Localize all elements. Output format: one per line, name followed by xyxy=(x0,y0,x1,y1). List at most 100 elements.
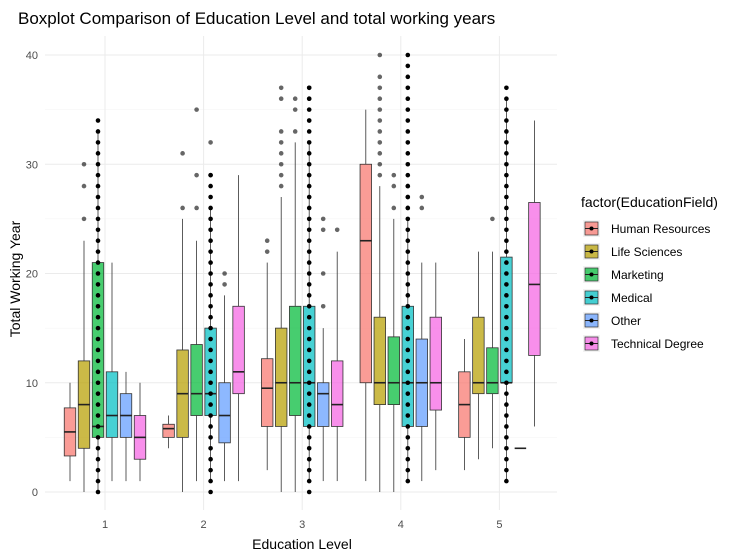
dense-point xyxy=(95,129,101,134)
dense-point xyxy=(95,369,101,375)
dense-point xyxy=(504,413,509,418)
dense-point xyxy=(306,380,312,386)
dense-point xyxy=(504,129,509,134)
dense-point xyxy=(95,282,101,287)
dense-point xyxy=(208,446,213,451)
box-body xyxy=(528,202,541,356)
dense-point xyxy=(208,413,213,418)
dense-point xyxy=(306,336,312,342)
box-body xyxy=(275,327,288,427)
dense-point xyxy=(95,413,101,418)
outlier-point xyxy=(391,183,397,189)
dense-point xyxy=(208,325,213,331)
dense-point xyxy=(95,358,101,364)
outlier-point xyxy=(391,205,397,211)
box-life-sciences-5 xyxy=(472,251,485,460)
dense-point xyxy=(405,402,411,407)
dense-point xyxy=(405,391,411,396)
outlier-point xyxy=(490,216,495,222)
outlier-point xyxy=(320,216,326,222)
box-human-resources-5 xyxy=(458,339,471,471)
outlier-point xyxy=(377,140,383,145)
dense-point xyxy=(405,260,411,265)
dense-point xyxy=(208,358,213,364)
dense-point xyxy=(504,161,509,167)
dense-point xyxy=(405,52,411,58)
dense-point xyxy=(95,380,101,386)
box-other-1 xyxy=(119,371,133,482)
dense-point xyxy=(405,336,411,342)
dense-point xyxy=(504,446,509,451)
outlier-point xyxy=(320,303,326,309)
dense-point xyxy=(405,85,411,91)
dense-point xyxy=(405,74,411,80)
outlier-point xyxy=(194,172,199,178)
dense-point xyxy=(306,85,312,91)
dense-point xyxy=(306,347,312,353)
box-human-resources-1 xyxy=(63,382,77,482)
box-human-resources-2 xyxy=(162,415,175,449)
y-tick-label: 40 xyxy=(26,50,38,62)
dense-point xyxy=(306,435,312,440)
dense-point xyxy=(208,249,213,254)
dense-point xyxy=(504,369,509,375)
outlier-point xyxy=(208,140,213,145)
dense-point xyxy=(405,303,411,309)
dense-point xyxy=(95,456,101,462)
dense-point xyxy=(405,314,411,320)
dense-point xyxy=(95,118,101,123)
outlier-point xyxy=(264,249,270,254)
x-tick-label: 2 xyxy=(201,519,207,531)
outlier-point xyxy=(81,161,87,167)
dense-point xyxy=(306,161,312,167)
dense-point xyxy=(208,424,213,429)
dense-point xyxy=(405,118,411,123)
dense-point xyxy=(504,336,509,342)
box-marketing-4 xyxy=(387,218,400,492)
dense-point xyxy=(95,151,101,156)
dense-point xyxy=(208,227,213,233)
dense-point xyxy=(306,314,312,320)
box-technical-degree-4 xyxy=(429,262,442,471)
dense-point xyxy=(95,489,101,495)
dense-point xyxy=(306,402,312,407)
box-life-sciences-4 xyxy=(373,186,386,492)
dense-point xyxy=(405,380,411,386)
dense-point xyxy=(405,183,411,189)
legend-label: Other xyxy=(611,314,641,328)
box-human-resources-4 xyxy=(359,109,372,482)
outlier-point xyxy=(377,151,383,156)
dense-point xyxy=(95,478,101,484)
outlier-point xyxy=(377,129,383,134)
legend-dot xyxy=(589,272,594,277)
dense-point xyxy=(504,107,509,112)
dense-point xyxy=(208,347,213,353)
box-body xyxy=(232,305,245,395)
dense-point xyxy=(405,194,411,200)
dense-point xyxy=(306,489,312,495)
dense-point xyxy=(405,293,411,298)
outlier-point xyxy=(180,151,185,156)
dense-point xyxy=(405,446,411,451)
dense-point xyxy=(504,227,509,233)
dense-point xyxy=(405,478,411,484)
dense-point xyxy=(405,227,411,233)
dense-point xyxy=(504,435,509,440)
dense-point xyxy=(504,456,509,462)
outlier-point xyxy=(334,227,340,233)
box-technical-degree-3 xyxy=(331,251,344,482)
outlier-point xyxy=(278,151,284,156)
box-other-2 xyxy=(218,295,231,482)
dense-point xyxy=(208,369,213,375)
dense-point xyxy=(208,391,213,396)
dense-point xyxy=(405,172,411,178)
legend-dot xyxy=(589,226,594,231)
box-body xyxy=(401,305,414,427)
box-body xyxy=(105,371,119,438)
dense-point xyxy=(208,282,213,287)
dense-point xyxy=(504,194,509,200)
dense-point xyxy=(208,478,213,484)
dense-point xyxy=(405,205,411,211)
dense-point xyxy=(504,424,509,429)
dense-point xyxy=(208,380,213,386)
